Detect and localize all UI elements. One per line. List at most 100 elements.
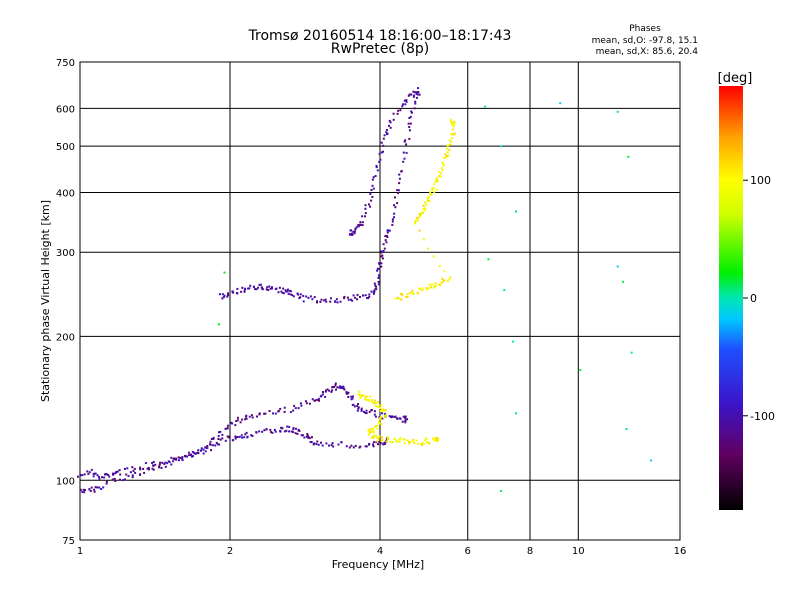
echo-point <box>113 472 116 475</box>
echo-point <box>374 175 377 177</box>
echo-point <box>382 443 385 446</box>
echo-point <box>444 153 447 156</box>
echo-point <box>302 300 305 303</box>
echo-point <box>365 445 368 448</box>
echo-point <box>391 441 394 443</box>
echo-point <box>393 438 396 441</box>
echo-point <box>316 301 318 304</box>
echo-point <box>385 129 388 131</box>
echo-point <box>412 440 415 443</box>
echo-point <box>399 437 402 440</box>
echo-point <box>627 155 630 158</box>
echo-point <box>181 456 184 459</box>
echo-point <box>408 129 411 132</box>
echo-point <box>402 415 405 418</box>
echo-point <box>178 459 180 462</box>
colorbar-tick-label: -100 <box>750 410 775 423</box>
echo-point <box>308 437 311 440</box>
echo-point <box>158 463 161 466</box>
echo-point <box>139 466 141 469</box>
echo-point <box>424 209 427 212</box>
echo-point <box>422 238 425 241</box>
echo-point <box>382 408 385 411</box>
echo-point <box>440 281 443 284</box>
echo-point <box>374 399 376 402</box>
x-tick-label: 1 <box>77 546 83 557</box>
echo-point <box>435 440 438 442</box>
echo-point <box>373 282 376 285</box>
echo-point <box>266 286 269 289</box>
echo-point <box>417 87 419 90</box>
echo-point <box>372 436 375 439</box>
echo-point <box>377 438 380 441</box>
echo-point <box>398 440 401 443</box>
echo-point <box>435 178 438 181</box>
echo-point <box>93 490 96 493</box>
echo-point <box>384 415 387 417</box>
echo-point <box>364 294 367 297</box>
echo-point <box>181 458 184 460</box>
echo-point <box>372 434 375 437</box>
echo-point <box>365 412 368 415</box>
echo-point <box>246 435 249 438</box>
echo-point <box>396 296 399 299</box>
echo-point <box>139 474 141 476</box>
echo-point <box>359 445 362 448</box>
echo-point <box>170 463 173 466</box>
echo-point <box>200 449 203 452</box>
echo-point <box>416 93 419 96</box>
echo-point <box>256 415 258 418</box>
echo-point <box>381 257 384 260</box>
echo-point <box>364 212 367 215</box>
echo-point <box>175 458 178 461</box>
echo-point <box>375 285 378 288</box>
echo-point <box>350 444 353 447</box>
echo-point <box>212 436 215 439</box>
echo-point <box>294 432 297 435</box>
echo-point <box>443 157 446 159</box>
echo-point <box>308 402 311 405</box>
echo-point <box>116 470 119 473</box>
echo-point <box>86 470 89 473</box>
echo-point <box>446 151 449 154</box>
echo-point <box>271 287 274 290</box>
echo-point <box>372 427 374 430</box>
echo-point <box>222 296 225 298</box>
echo-point <box>404 416 406 419</box>
echo-point <box>431 187 434 190</box>
echo-point <box>421 443 424 446</box>
echo-point <box>411 289 414 292</box>
echo-point <box>340 441 343 444</box>
echo-point <box>202 448 205 451</box>
echo-point <box>451 137 454 140</box>
echo-point <box>503 289 506 292</box>
echo-point <box>297 293 300 296</box>
echo-point <box>429 191 432 194</box>
echo-point <box>426 441 428 444</box>
echo-point <box>413 94 416 97</box>
echo-point <box>161 461 164 464</box>
echo-point <box>305 295 308 298</box>
echo-point <box>391 415 394 418</box>
echo-point <box>420 442 423 445</box>
echo-point <box>329 300 332 303</box>
echo-point <box>132 469 135 472</box>
echo-point <box>424 439 426 442</box>
echo-point <box>82 488 85 491</box>
echo-point <box>244 418 247 421</box>
echo-point <box>209 440 212 443</box>
echo-point <box>218 431 220 434</box>
echo-point <box>397 109 400 112</box>
echo-point <box>218 443 221 446</box>
echo-point <box>350 395 353 398</box>
echo-point <box>210 438 213 440</box>
echo-point <box>281 291 284 294</box>
echo-point <box>317 397 320 400</box>
echo-point <box>453 120 456 123</box>
echo-point <box>356 298 359 301</box>
echo-point <box>265 288 268 291</box>
echo-point <box>417 443 419 445</box>
echo-point <box>449 143 452 146</box>
echo-point <box>398 173 401 176</box>
echo-point <box>363 410 365 413</box>
